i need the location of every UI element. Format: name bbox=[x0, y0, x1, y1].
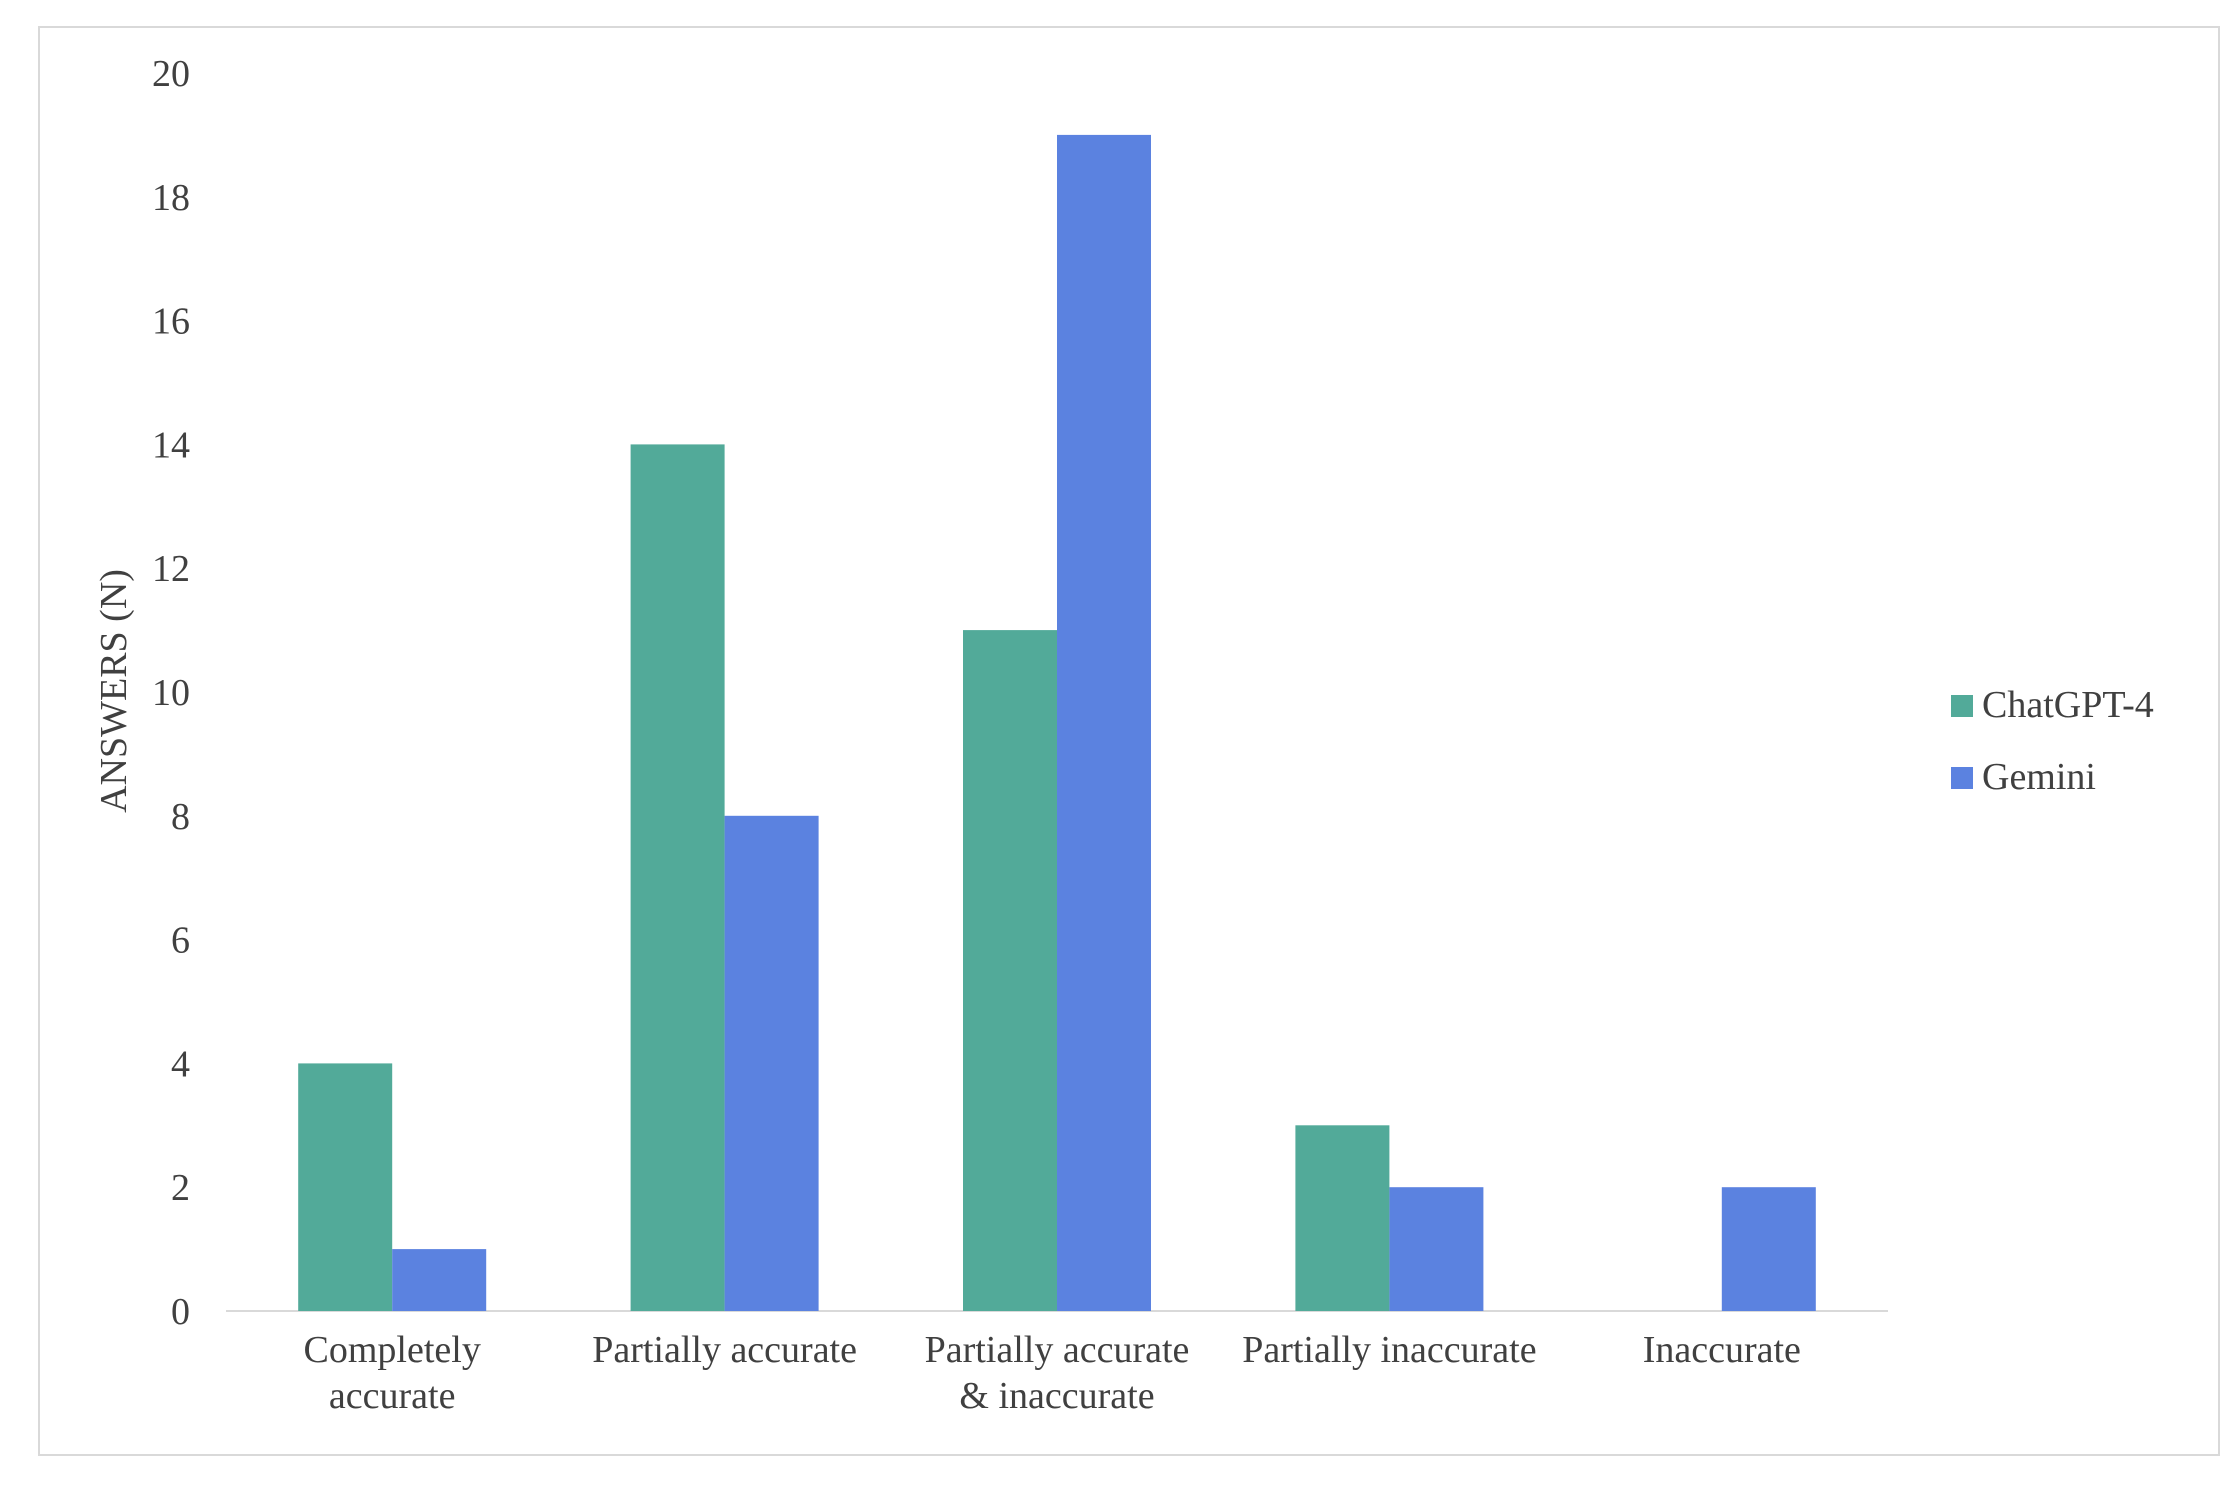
x-category-label: Inaccurate bbox=[1643, 1329, 1801, 1371]
bars bbox=[298, 134, 1816, 1311]
y-tick-label: 10 bbox=[152, 672, 190, 714]
bar-gemini bbox=[1721, 1187, 1816, 1311]
x-category-label: Completely bbox=[304, 1329, 481, 1371]
bar-chatgpt-4 bbox=[298, 1063, 393, 1311]
bar-chatgpt-4 bbox=[963, 630, 1057, 1311]
legend: ChatGPT-4 Gemini bbox=[1951, 684, 2154, 798]
bar-gemini bbox=[392, 1249, 487, 1311]
y-tick-label: 12 bbox=[152, 548, 190, 590]
y-tick-label: 18 bbox=[152, 177, 190, 219]
y-tick-label: 0 bbox=[171, 1291, 190, 1333]
legend-swatch bbox=[1951, 767, 1973, 789]
x-category-label: Partially inaccurate bbox=[1242, 1329, 1536, 1371]
y-tick-label: 20 bbox=[152, 53, 190, 95]
legend-swatch bbox=[1951, 695, 1973, 717]
y-axis-title: ANSWERS (N) bbox=[93, 569, 135, 813]
y-tick-label: 6 bbox=[171, 920, 190, 962]
bar-chatgpt-4 bbox=[1295, 1125, 1390, 1311]
y-tick-label: 14 bbox=[152, 424, 190, 466]
x-category-label: Partially accurate bbox=[592, 1329, 857, 1371]
bar-chatgpt-4 bbox=[630, 444, 725, 1311]
y-tick-label: 16 bbox=[152, 301, 190, 343]
legend-label: ChatGPT-4 bbox=[1982, 684, 2154, 726]
x-category-label: & inaccurate bbox=[959, 1375, 1154, 1417]
chart-frame: 0 2 4 6 8 10 12 14 16 18 20 Completely accurate Part… bbox=[38, 26, 2220, 1456]
y-tick-label: 4 bbox=[171, 1043, 190, 1085]
bar-gemini bbox=[1389, 1187, 1484, 1311]
y-axis-ticks: 0 2 4 6 8 10 12 14 16 18 20 bbox=[152, 53, 190, 1333]
bar-gemini bbox=[724, 815, 819, 1311]
legend-label: Gemini bbox=[1982, 756, 2096, 798]
bar-gemini bbox=[1057, 134, 1151, 1311]
x-category-label: Partially accurate bbox=[925, 1329, 1190, 1371]
y-tick-label: 2 bbox=[171, 1167, 190, 1209]
y-tick-label: 8 bbox=[171, 796, 190, 838]
x-category-label: accurate bbox=[329, 1375, 456, 1417]
